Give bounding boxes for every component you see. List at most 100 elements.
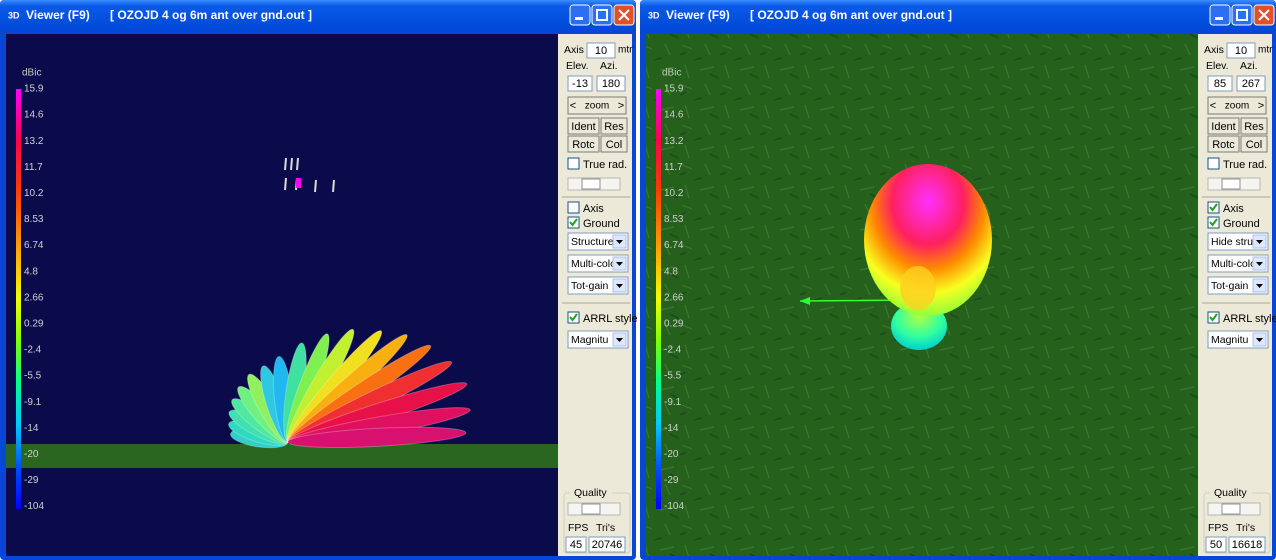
quality-label: Quality — [1214, 487, 1247, 499]
arrl-dropdown-arrow-icon — [1256, 338, 1263, 342]
panel-button-label: Col — [1246, 139, 1263, 151]
azi-field[interactable] — [1236, 75, 1266, 92]
elev-field-text: 85 — [1214, 78, 1226, 90]
true-rad-checkbox[interactable] — [567, 157, 580, 170]
scale-label: 0.29 — [664, 319, 684, 330]
scale-label: -2.4 — [24, 345, 42, 356]
scale-bar — [16, 89, 21, 509]
panel-button[interactable] — [1240, 117, 1268, 135]
axis-field-text: 10 — [595, 45, 607, 57]
zoom-button[interactable] — [1207, 96, 1267, 115]
axis-field[interactable] — [586, 42, 616, 59]
ground-checkbox-mark — [1209, 218, 1218, 227]
maximize-button[interactable] — [591, 4, 613, 26]
zoom-right: > — [618, 100, 624, 112]
panel-dropdown-arrow-icon — [616, 262, 623, 266]
panel-button[interactable] — [1207, 117, 1240, 135]
arrl-dropdown-text: Magnitu — [1211, 334, 1249, 346]
viewer-window: 3D Viewer (F9) [ OZOJD 4 og 6m ant over gn… — [0, 0, 638, 560]
scale-label: 13.2 — [664, 136, 684, 147]
scale-label: -104 — [664, 501, 684, 512]
pattern-lobe — [287, 426, 467, 448]
arrl-checkbox-mark — [569, 313, 578, 322]
panel-dropdown-text: Hide struc — [1211, 236, 1258, 248]
antenna-element — [296, 157, 299, 171]
scale-label: 6.74 — [24, 240, 44, 251]
axis-checkbox-label: Axis — [1223, 203, 1244, 215]
axis-checkbox[interactable] — [567, 201, 580, 214]
quality-slider-thumb — [1221, 503, 1241, 515]
fps-label: FPS — [568, 522, 588, 534]
scale-bar — [656, 89, 661, 509]
azi-label: Azi. — [1240, 60, 1258, 72]
axis-label: Axis — [1204, 44, 1224, 56]
fps-field[interactable] — [565, 536, 587, 553]
elev-field-text: -13 — [572, 78, 588, 90]
scale-label: -5.5 — [24, 371, 42, 382]
scale-label: -2.4 — [664, 345, 682, 356]
maximize-button[interactable] — [1231, 4, 1253, 26]
feed-marker — [296, 178, 301, 188]
axis-unit: mtr — [1258, 45, 1273, 56]
tris-label: Tri's — [596, 522, 615, 534]
pattern-lobe — [864, 164, 992, 316]
scale-label: 6.74 — [664, 240, 684, 251]
panel-button[interactable] — [1207, 135, 1240, 153]
axis-unit: mtr — [618, 45, 633, 56]
tris-field[interactable] — [1228, 536, 1266, 553]
true-rad-checkbox-label: True rad. — [1223, 159, 1267, 171]
scale-label: -29 — [24, 475, 39, 486]
elev-label: Elev. — [1206, 60, 1229, 72]
scale-unit: dBic — [22, 68, 41, 79]
scale-label: 11.7 — [24, 162, 43, 173]
window-file: [ OZOJD 4 og 6m ant over gnd.out ] — [110, 8, 312, 22]
true-rad-checkbox[interactable] — [1207, 157, 1220, 170]
axis-arrow — [800, 297, 810, 305]
azi-field-text: 267 — [1242, 78, 1260, 90]
arrl-dropdown-text: Magnitu — [571, 334, 609, 346]
title-icon: 3D — [648, 10, 660, 20]
zoom-left: < — [1210, 100, 1216, 112]
scale-label: 2.66 — [24, 292, 44, 303]
window-title: Viewer (F9) — [666, 8, 730, 22]
minimize-button[interactable] — [1209, 4, 1231, 26]
axis-field[interactable] — [1226, 42, 1256, 59]
elev-field[interactable] — [567, 75, 593, 92]
scale-label: -29 — [664, 475, 679, 486]
zoom-left: < — [570, 100, 576, 112]
panel-button[interactable] — [567, 117, 600, 135]
axis-checkbox-label: Axis — [583, 203, 604, 215]
scale-label: 4.8 — [664, 266, 678, 277]
panel-button[interactable] — [1240, 135, 1268, 153]
axis-field-text: 10 — [1235, 45, 1247, 57]
scale-label: -20 — [24, 449, 39, 460]
title-bar — [640, 0, 1276, 30]
rad-slider-thumb — [1221, 178, 1241, 190]
elev-label: Elev. — [566, 60, 589, 72]
zoom-button[interactable] — [567, 96, 627, 115]
scale-label: 4.8 — [24, 266, 38, 277]
scale-label: 14.6 — [24, 110, 44, 121]
elev-field[interactable] — [1207, 75, 1233, 92]
scale-label: 10.2 — [664, 188, 684, 199]
rad-slider-thumb — [581, 178, 601, 190]
fps-label: FPS — [1208, 522, 1228, 534]
panel-button[interactable] — [600, 117, 628, 135]
panel-button-label: Res — [1244, 121, 1264, 133]
azi-field[interactable] — [596, 75, 626, 92]
arrl-checkbox-label: ARRL style — [1223, 313, 1276, 325]
axis-label: Axis — [564, 44, 584, 56]
minimize-button[interactable] — [569, 4, 591, 26]
panel-button[interactable] — [600, 135, 628, 153]
arrl-checkbox-label: ARRL style — [583, 313, 638, 325]
panel-button[interactable] — [567, 135, 600, 153]
fps-field[interactable] — [1205, 536, 1227, 553]
tris-field-text: 16618 — [1232, 539, 1263, 551]
panel-dropdown-arrow-icon — [1256, 262, 1263, 266]
close-icon — [618, 9, 630, 21]
tris-field[interactable] — [588, 536, 626, 553]
scale-label: 2.66 — [664, 292, 684, 303]
panel-button-label: Rotc — [1212, 139, 1235, 151]
panel-button-label: Rotc — [572, 139, 595, 151]
